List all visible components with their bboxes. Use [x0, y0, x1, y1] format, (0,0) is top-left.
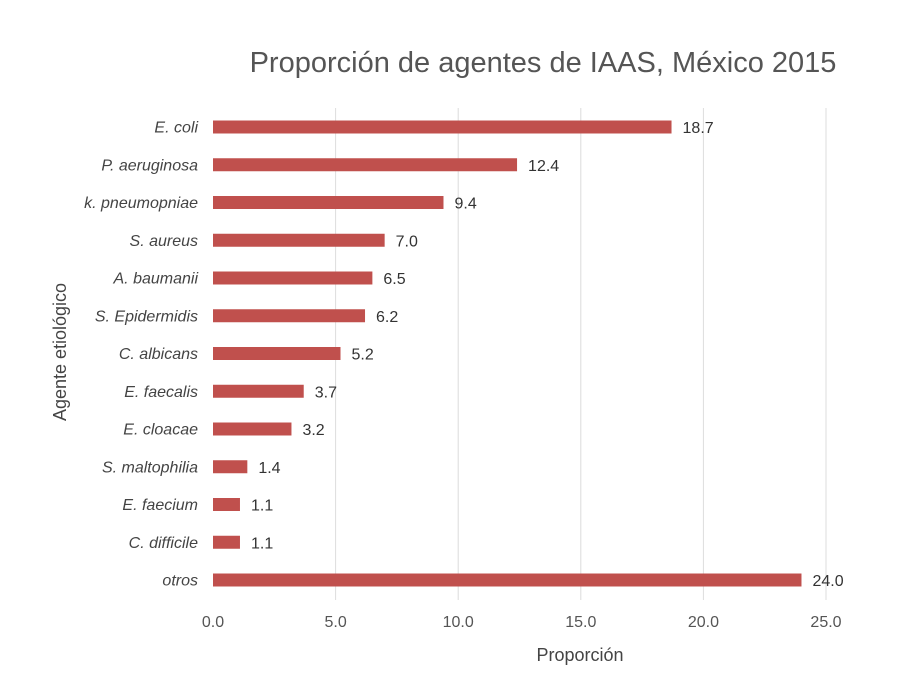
category-label: E. faecalis [124, 384, 198, 401]
bar [213, 271, 373, 285]
category-label: A. baumanii [113, 271, 199, 288]
category-label: otros [162, 573, 198, 590]
bar [213, 573, 802, 587]
y-axis-title: Agente etiológico [50, 283, 70, 421]
bar [213, 347, 341, 360]
category-label: k. pneumopniae [84, 195, 198, 212]
bars [213, 120, 802, 587]
bar [213, 384, 304, 398]
data-label: 9.4 [454, 196, 476, 213]
bar [213, 158, 518, 172]
bar [213, 498, 240, 511]
category-label: E. cloacae [123, 422, 198, 439]
data-label: 6.2 [376, 309, 398, 326]
x-tick-label: 5.0 [324, 614, 346, 631]
data-label: 18.7 [683, 120, 714, 137]
category-label: S. aureus [130, 233, 198, 250]
chart-title: Proporción de agentes de IAAS, México 20… [250, 47, 837, 79]
bar [213, 422, 292, 436]
data-label: 1.4 [258, 460, 280, 477]
category-label: C. difficile [129, 535, 198, 552]
data-labels: 18.7 12.4 9.4 7.0 6.5 6.2 5.2 3.7 3.2 1.4 1.1 1.1 24… [251, 120, 844, 590]
data-label: 24.0 [812, 573, 843, 590]
category-labels: E. coli P. aeruginosa k. pneumopniae S. aur… [84, 120, 198, 590]
x-axis-title: Proporción [536, 645, 623, 665]
category-label: E. coli [154, 120, 198, 137]
x-tick-label: 10.0 [443, 614, 474, 631]
x-tick-label: 15.0 [565, 614, 596, 631]
x-tick-label: 25.0 [810, 614, 841, 631]
data-label: 6.5 [383, 271, 405, 288]
bar [213, 460, 248, 474]
grid [335, 108, 827, 600]
x-tick-label: 20.0 [688, 614, 719, 631]
data-label: 3.7 [315, 384, 337, 401]
bar [213, 120, 672, 134]
bar [213, 309, 366, 323]
data-label: 5.2 [352, 347, 374, 364]
category-label: E. faecium [122, 497, 198, 514]
bar [213, 233, 385, 247]
category-label: S. Epidermidis [95, 308, 198, 325]
x-tick-label: 0.0 [202, 614, 224, 631]
category-label: C. albicans [119, 346, 198, 363]
data-label: 1.1 [251, 535, 273, 552]
x-tick-labels: 0.0 5.0 10.0 15.0 20.0 25.0 [202, 614, 842, 631]
category-label: P. aeruginosa [101, 157, 198, 174]
bar [213, 535, 240, 549]
data-label: 1.1 [251, 498, 273, 515]
bar [213, 196, 444, 209]
category-label: S. maltophilia [102, 459, 198, 476]
data-label: 12.4 [528, 158, 559, 175]
data-label: 3.2 [302, 422, 324, 439]
data-label: 7.0 [396, 233, 418, 250]
